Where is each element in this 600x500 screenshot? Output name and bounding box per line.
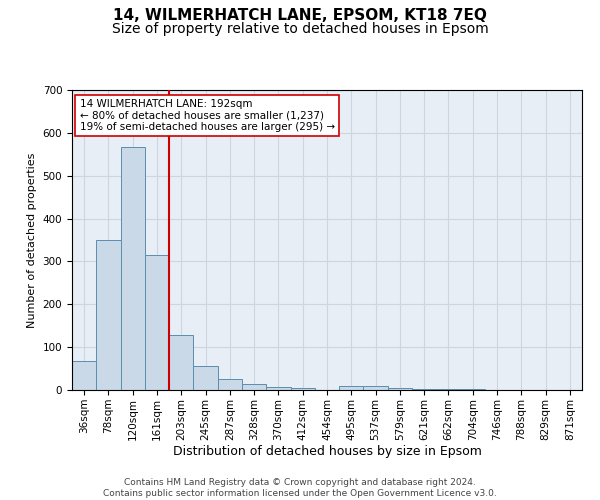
Bar [145,255,169,390]
X-axis label: Distribution of detached houses by size in Epsom: Distribution of detached houses by size … [173,446,481,458]
Bar [218,380,242,390]
Bar [339,386,364,390]
Bar [169,335,193,390]
Bar [364,386,388,390]
Bar [290,388,315,390]
Bar [242,384,266,390]
Y-axis label: Number of detached properties: Number of detached properties [27,152,37,328]
Bar [266,387,290,390]
Text: 14, WILMERHATCH LANE, EPSOM, KT18 7EQ: 14, WILMERHATCH LANE, EPSOM, KT18 7EQ [113,8,487,22]
Bar [193,366,218,390]
Bar [461,389,485,390]
Bar [436,389,461,390]
Bar [412,389,436,390]
Bar [72,361,96,390]
Bar [96,240,121,390]
Text: Contains HM Land Registry data © Crown copyright and database right 2024.
Contai: Contains HM Land Registry data © Crown c… [103,478,497,498]
Text: 14 WILMERHATCH LANE: 192sqm
← 80% of detached houses are smaller (1,237)
19% of : 14 WILMERHATCH LANE: 192sqm ← 80% of det… [80,99,335,132]
Bar [121,146,145,390]
Bar [388,388,412,390]
Text: Size of property relative to detached houses in Epsom: Size of property relative to detached ho… [112,22,488,36]
